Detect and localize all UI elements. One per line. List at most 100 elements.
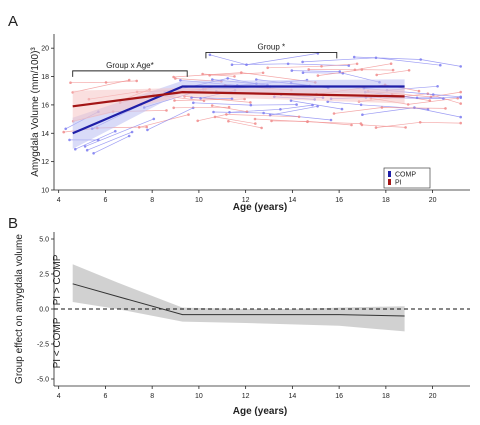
- x-tick-label: 18: [382, 197, 390, 204]
- trajectory-line: [318, 70, 393, 76]
- trajectory-point: [381, 106, 384, 109]
- x-tick-label: 20: [429, 393, 437, 400]
- trajectory-line: [139, 115, 188, 128]
- trajectory-point: [356, 63, 359, 66]
- y-tick-label: -2.5: [37, 342, 49, 349]
- panel-a: A Amygdala Volume (mm/100)³ Age (years) …: [8, 13, 470, 213]
- y-tick-label: 12: [41, 159, 49, 166]
- trajectory-point: [250, 104, 253, 107]
- x-tick-label: 16: [335, 393, 343, 400]
- trajectory-point: [333, 112, 336, 115]
- trajectory-point: [131, 131, 134, 134]
- x-tick-label: 4: [57, 393, 61, 400]
- significance-label: Group *: [258, 42, 286, 51]
- trajectory-point: [228, 106, 231, 109]
- trajectory-point: [187, 113, 190, 116]
- trajectory-point: [233, 75, 236, 78]
- trajectory-point: [260, 127, 263, 130]
- x-tick-label: 8: [150, 197, 154, 204]
- x-tick-label: 20: [429, 197, 437, 204]
- trajectory-point: [360, 122, 363, 125]
- trajectory-point: [128, 135, 131, 138]
- trajectory-point: [392, 69, 395, 72]
- trajectory-point: [203, 100, 206, 103]
- trajectory-point: [375, 126, 378, 129]
- legend-label-comp: COMP: [395, 172, 416, 179]
- trajectory-point: [302, 71, 305, 74]
- trajectory-point: [375, 57, 378, 60]
- trajectory-line: [193, 103, 296, 105]
- panel-a-confidence-bands: [73, 79, 405, 148]
- trajectory-point: [199, 97, 202, 100]
- y-tick-label: -5.0: [37, 377, 49, 384]
- y-tick-label: 16: [41, 102, 49, 109]
- trajectory-point: [69, 81, 72, 84]
- panel-a-y-axis-label: Amygdala Volume (mm/100)³: [30, 47, 41, 177]
- trajectory-point: [432, 93, 435, 96]
- trajectory-point: [360, 104, 363, 107]
- trajectory-point: [266, 67, 269, 70]
- trajectory-point: [68, 139, 71, 142]
- trajectory-point: [172, 107, 175, 110]
- trajectory-line: [230, 105, 313, 112]
- trajectory-point: [306, 121, 309, 124]
- trajectory-point: [317, 74, 320, 77]
- trajectory-point: [287, 63, 290, 66]
- trajectory-point: [459, 96, 462, 99]
- significance-bracket: [73, 71, 188, 77]
- trajectory-point: [436, 85, 439, 88]
- trajectory-point: [212, 111, 215, 114]
- y-tick-label: 2.5: [39, 272, 49, 279]
- trajectory-point: [439, 64, 442, 67]
- trajectory-point: [459, 65, 462, 68]
- panel-b-letter: B: [8, 215, 18, 232]
- trajectory-point: [301, 61, 304, 64]
- x-tick-label: 18: [382, 393, 390, 400]
- trajectory-point: [341, 108, 344, 111]
- x-tick-label: 10: [195, 393, 203, 400]
- y-tick-label: 5.0: [39, 237, 49, 244]
- trajectory-point: [295, 103, 298, 106]
- panel-b-y-axis-label: Group effect on amygdala volume: [14, 234, 25, 384]
- x-tick-label: 14: [288, 393, 296, 400]
- legend-label-pi: PI: [395, 180, 402, 187]
- trajectory-point: [249, 101, 252, 104]
- trajectory-point: [444, 107, 447, 110]
- trajectory-point: [361, 113, 364, 116]
- trajectory-line: [174, 107, 229, 108]
- trajectory-point: [86, 149, 89, 152]
- trajectory-line: [71, 81, 137, 83]
- trajectory-point: [231, 63, 234, 66]
- x-tick-label: 4: [57, 197, 61, 204]
- trajectory-point: [114, 130, 117, 133]
- trajectory-point: [339, 70, 342, 73]
- trajectory-point: [240, 71, 243, 74]
- y-tick-label: 10: [41, 188, 49, 195]
- trajectory-point: [375, 74, 378, 77]
- trajectory-point: [225, 113, 228, 116]
- trajectory-point: [211, 104, 214, 107]
- trajectory-point: [407, 103, 410, 106]
- trajectory-point: [419, 58, 422, 61]
- x-tick-label: 14: [288, 197, 296, 204]
- panel-b: B Group effect on amygdala volume PI > C…: [8, 215, 470, 417]
- panel-a-annotations: Group x Age*Group *: [73, 42, 337, 76]
- trajectory-point: [262, 72, 265, 75]
- x-tick-label: 6: [103, 393, 107, 400]
- panel-b-x-axis-label: Age (years): [233, 406, 287, 417]
- trajectory-point: [192, 102, 195, 105]
- x-tick-label: 12: [242, 393, 250, 400]
- trajectory-point: [245, 63, 248, 66]
- trajectory-line: [376, 122, 461, 127]
- trajectory-point: [404, 126, 407, 129]
- trajectory-point: [165, 109, 168, 112]
- legend-swatch-comp: [388, 171, 391, 177]
- y-tick-label: 0.0: [39, 307, 49, 314]
- legend-swatch-pi: [388, 179, 391, 185]
- trajectory-point: [459, 91, 462, 94]
- panel-a-letter: A: [8, 13, 18, 30]
- x-tick-label: 8: [150, 393, 154, 400]
- trajectory-point: [459, 102, 462, 105]
